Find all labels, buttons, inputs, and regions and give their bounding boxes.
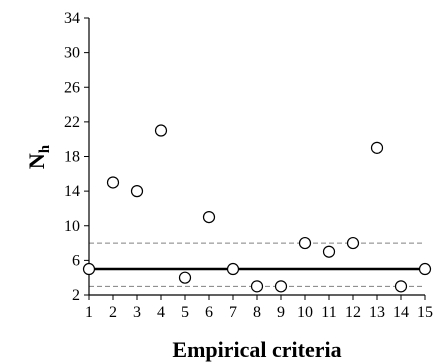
data-point bbox=[226, 262, 240, 276]
data-point bbox=[394, 280, 408, 293]
y-axis-title-subscript: h bbox=[37, 144, 53, 153]
y-tick-label: 26 bbox=[64, 79, 80, 96]
x-tick-label: 3 bbox=[133, 304, 141, 321]
y-tick-label: 22 bbox=[64, 114, 80, 131]
data-point bbox=[418, 262, 432, 276]
data-point bbox=[298, 236, 312, 250]
data-point bbox=[322, 245, 336, 258]
x-tick-label: 14 bbox=[393, 304, 409, 321]
x-tick-label: 13 bbox=[369, 304, 385, 321]
y-tick-label: 34 bbox=[64, 10, 80, 27]
y-tick-label: 18 bbox=[64, 149, 80, 166]
data-point bbox=[346, 236, 360, 250]
y-axis-title-main: N bbox=[24, 153, 49, 169]
data-point bbox=[370, 141, 384, 154]
y-tick-label: 2 bbox=[72, 287, 80, 304]
x-tick-label: 4 bbox=[157, 304, 165, 321]
data-point bbox=[202, 210, 216, 224]
x-tick-label: 5 bbox=[181, 304, 189, 321]
x-axis-title: Empirical criteria bbox=[172, 337, 341, 362]
x-tick-label: 6 bbox=[205, 304, 213, 321]
data-point bbox=[130, 185, 144, 198]
x-tick-label: 15 bbox=[417, 304, 433, 321]
y-tick-label: 6 bbox=[72, 252, 80, 269]
y-tick-label: 14 bbox=[64, 183, 80, 200]
x-tick-label: 1 bbox=[85, 304, 93, 321]
data-point bbox=[106, 176, 120, 189]
x-tick-label: 10 bbox=[297, 304, 313, 321]
data-point bbox=[274, 280, 288, 293]
x-tick-label: 2 bbox=[109, 304, 117, 321]
y-tick-label: 10 bbox=[64, 218, 80, 235]
data-point bbox=[178, 271, 192, 284]
y-axis-title: Nh bbox=[24, 144, 53, 169]
x-tick-label: 9 bbox=[277, 304, 285, 321]
data-point bbox=[250, 280, 264, 293]
x-tick-label: 12 bbox=[345, 304, 361, 321]
plot-area bbox=[82, 17, 432, 300]
data-point bbox=[82, 262, 96, 276]
y-tick-label: 30 bbox=[64, 45, 80, 62]
data-point bbox=[154, 124, 168, 137]
x-tick-label: 8 bbox=[253, 304, 261, 321]
x-tick-label: 7 bbox=[229, 304, 237, 321]
x-tick-label: 11 bbox=[321, 304, 336, 321]
